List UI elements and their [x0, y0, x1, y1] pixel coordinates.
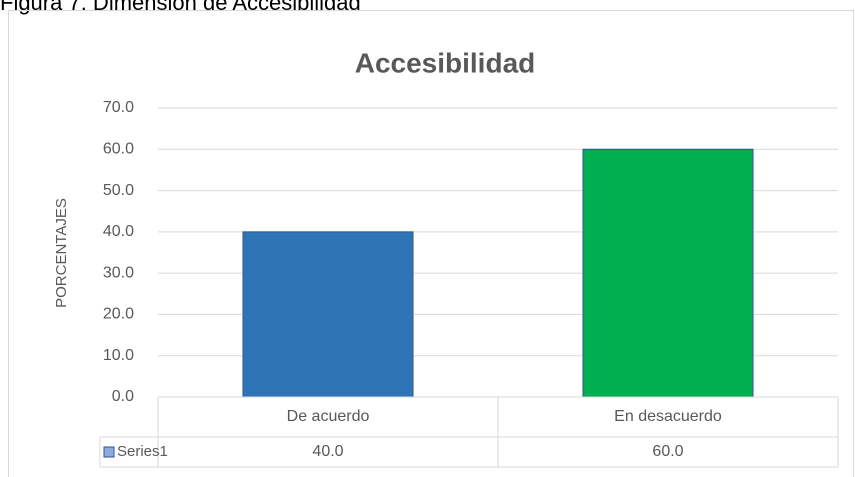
y-tick-label: 10.0: [103, 347, 134, 364]
y-tick-label: 60.0: [103, 141, 134, 158]
chart-border: [8, 10, 854, 477]
bar: [242, 231, 414, 398]
data-table-value: 60.0: [652, 443, 683, 460]
chart-title: Accesibilidad: [355, 47, 536, 78]
y-tick-label: 0.0: [112, 388, 134, 405]
y-tick-label: 30.0: [103, 264, 134, 281]
data-table-value: 40.0: [312, 443, 343, 460]
legend-label: Series1: [117, 443, 168, 460]
y-tick-label: 50.0: [103, 182, 134, 199]
bar: [582, 148, 754, 398]
x-tick-label: En desacuerdo: [614, 408, 722, 425]
legend-key: [103, 446, 115, 458]
y-tick-label: 20.0: [103, 306, 134, 323]
x-tick-label: De acuerdo: [287, 408, 370, 425]
y-tick-label: 40.0: [103, 223, 134, 240]
y-tick-label: 70.0: [103, 99, 134, 116]
figure-caption: Figura 7. Dimensión de Accesibilidad: [0, 0, 361, 15]
y-axis-label: PORCENTAJES: [53, 198, 70, 308]
